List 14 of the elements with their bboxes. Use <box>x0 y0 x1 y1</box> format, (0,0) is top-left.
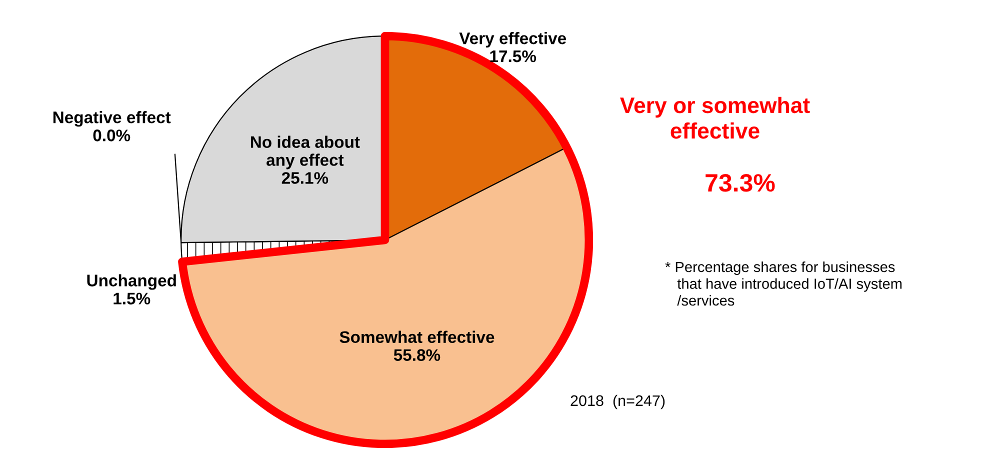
data-label: 17.5% <box>490 50 536 62</box>
text: 0.0% <box>93 130 130 142</box>
slice-label: Very effective <box>459 32 566 48</box>
data-label: 25.1% <box>282 172 328 184</box>
data-label: 55.8% <box>394 349 440 361</box>
data-label: 1.5% <box>114 292 150 304</box>
text: 73.3% <box>706 174 775 192</box>
slice-label: Unchanged <box>87 274 176 290</box>
text: * Percentage shares for businesses that have introduced IoT/AI system /services <box>665 261 902 306</box>
category-label: Negative effect <box>53 111 171 127</box>
slice-label: No idea about any effect <box>250 136 360 170</box>
slice-label: Somewhat effective <box>340 330 494 344</box>
text: Very or somewhat effective <box>620 96 810 139</box>
text: 2018 (n=247) <box>570 394 665 410</box>
